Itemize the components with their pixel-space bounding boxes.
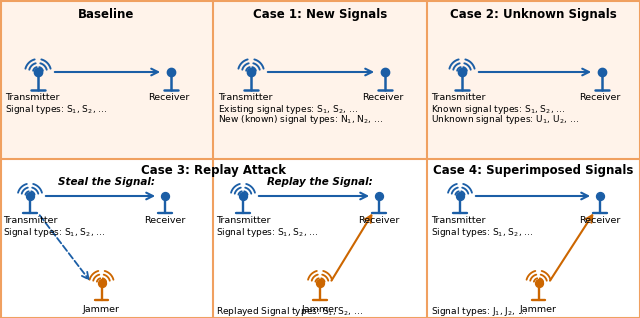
- Text: Jammer: Jammer: [301, 305, 339, 314]
- Text: Jammer: Jammer: [520, 305, 557, 314]
- Text: Known signal types: S$_1$, S$_2$, $\ldots$: Known signal types: S$_1$, S$_2$, $\ldot…: [431, 103, 566, 116]
- Text: Receiver: Receiver: [579, 93, 621, 102]
- Text: Receiver: Receiver: [144, 216, 186, 225]
- Text: Receiver: Receiver: [358, 216, 400, 225]
- Text: Signal types: S$_1$, S$_2$, $\ldots$: Signal types: S$_1$, S$_2$, $\ldots$: [5, 103, 108, 116]
- Text: Case 3: Replay Attack: Case 3: Replay Attack: [141, 164, 286, 177]
- Text: Receiver: Receiver: [579, 216, 621, 225]
- Text: Replay the Signal:: Replay the Signal:: [267, 177, 373, 187]
- Text: Transmitter: Transmitter: [431, 216, 486, 225]
- Text: Signal types: S$_1$, S$_2$, $\ldots$: Signal types: S$_1$, S$_2$, $\ldots$: [216, 226, 319, 239]
- Text: Transmitter: Transmitter: [3, 216, 58, 225]
- Bar: [0, 0, 640, 159]
- Text: Steal the Signal:: Steal the Signal:: [58, 177, 155, 187]
- Text: Transmitter: Transmitter: [5, 93, 60, 102]
- Text: Signal types: S$_1$, S$_2$, $\ldots$: Signal types: S$_1$, S$_2$, $\ldots$: [3, 226, 106, 239]
- Text: Signal types: J$_1$, J$_2$, $\ldots$: Signal types: J$_1$, J$_2$, $\ldots$: [431, 305, 527, 318]
- Text: Transmitter: Transmitter: [431, 93, 486, 102]
- Text: Receiver: Receiver: [362, 93, 404, 102]
- Text: Jammer: Jammer: [83, 305, 120, 314]
- Text: Signal types: S$_1$, S$_2$, $\ldots$: Signal types: S$_1$, S$_2$, $\ldots$: [431, 226, 534, 239]
- Text: Baseline: Baseline: [78, 8, 134, 21]
- Text: Case 2: Unknown Signals: Case 2: Unknown Signals: [450, 8, 617, 21]
- Text: New (known) signal types: N$_1$, N$_2$, $\ldots$: New (known) signal types: N$_1$, N$_2$, …: [218, 113, 383, 126]
- Text: Unknown signal types: U$_1$, U$_2$, $\ldots$: Unknown signal types: U$_1$, U$_2$, $\ld…: [431, 113, 579, 126]
- Text: Replayed Signal types: S$_1$, S$_2$, $\ldots$: Replayed Signal types: S$_1$, S$_2$, $\l…: [216, 305, 364, 318]
- Text: Existing signal types: S$_1$, S$_2$, $\ldots$: Existing signal types: S$_1$, S$_2$, $\l…: [218, 103, 358, 116]
- Text: Transmitter: Transmitter: [216, 216, 271, 225]
- Text: Case 4: Superimposed Signals: Case 4: Superimposed Signals: [433, 164, 634, 177]
- Text: Receiver: Receiver: [148, 93, 189, 102]
- Text: Case 1: New Signals: Case 1: New Signals: [253, 8, 387, 21]
- Text: Transmitter: Transmitter: [218, 93, 273, 102]
